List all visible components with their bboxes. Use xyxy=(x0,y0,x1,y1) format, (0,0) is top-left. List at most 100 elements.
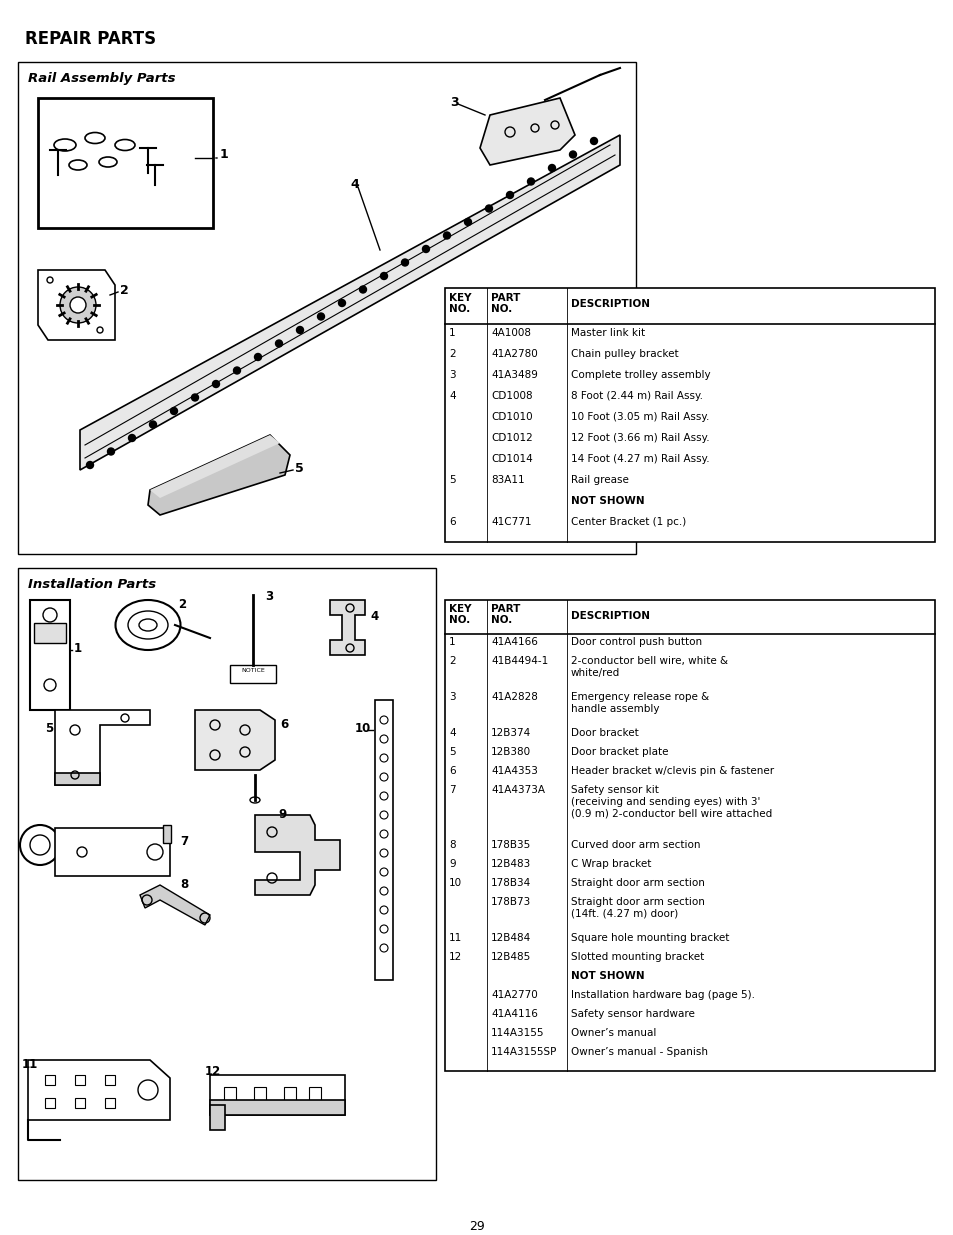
Text: NOT SHOWN: NOT SHOWN xyxy=(571,496,644,506)
Text: DESCRIPTION: DESCRIPTION xyxy=(571,299,649,309)
Text: 7: 7 xyxy=(180,835,188,848)
Text: 12B484: 12B484 xyxy=(491,932,531,944)
Bar xyxy=(45,1074,55,1086)
Text: KEY
NO.: KEY NO. xyxy=(449,293,471,314)
Polygon shape xyxy=(140,885,210,925)
Circle shape xyxy=(254,353,261,361)
Text: 83A11: 83A11 xyxy=(491,475,524,485)
Text: Rail Assembly Parts: Rail Assembly Parts xyxy=(28,72,175,85)
Text: Safety sensor kit
(receiving and sending eyes) with 3'
(0.9 m) 2-conductor bell : Safety sensor kit (receiving and sending… xyxy=(571,785,771,819)
Circle shape xyxy=(464,219,471,226)
Circle shape xyxy=(275,340,282,347)
Text: 41A2780: 41A2780 xyxy=(491,350,537,359)
Circle shape xyxy=(108,448,114,454)
Circle shape xyxy=(590,137,597,144)
Circle shape xyxy=(150,421,156,429)
Polygon shape xyxy=(194,710,274,769)
Text: 5: 5 xyxy=(449,475,456,485)
Text: 41A4166: 41A4166 xyxy=(491,637,537,647)
Bar xyxy=(105,1074,115,1086)
Polygon shape xyxy=(330,600,365,655)
Bar xyxy=(253,1087,266,1103)
Text: 1: 1 xyxy=(74,641,82,655)
Text: Emergency release rope &
handle assembly: Emergency release rope & handle assembly xyxy=(571,692,708,714)
Text: PART
NO.: PART NO. xyxy=(491,293,519,314)
Text: 14 Foot (4.27 m) Rail Assy.: 14 Foot (4.27 m) Rail Assy. xyxy=(571,454,709,464)
Bar xyxy=(105,1098,115,1108)
Text: 11: 11 xyxy=(449,932,462,944)
Text: 12: 12 xyxy=(205,1065,221,1078)
Text: 3: 3 xyxy=(449,370,456,380)
Bar xyxy=(45,1098,55,1108)
Text: 41A4353: 41A4353 xyxy=(491,766,537,776)
Text: 3: 3 xyxy=(450,95,458,109)
Text: REPAIR PARTS: REPAIR PARTS xyxy=(25,30,156,48)
Bar xyxy=(55,827,170,876)
Bar xyxy=(210,1105,225,1130)
Circle shape xyxy=(192,394,198,401)
Polygon shape xyxy=(28,1060,170,1120)
Text: 41B4494-1: 41B4494-1 xyxy=(491,656,548,666)
Text: Straight door arm section
(14ft. (4.27 m) door): Straight door arm section (14ft. (4.27 m… xyxy=(571,897,704,919)
Text: NOT SHOWN: NOT SHOWN xyxy=(571,971,644,981)
Text: Installation hardware bag (page 5).: Installation hardware bag (page 5). xyxy=(571,990,754,1000)
Text: 41C771: 41C771 xyxy=(491,517,531,527)
Circle shape xyxy=(506,191,513,199)
Text: 178B34: 178B34 xyxy=(491,878,531,888)
Text: 6: 6 xyxy=(449,766,456,776)
Text: 41A2828: 41A2828 xyxy=(491,692,537,701)
Text: 2: 2 xyxy=(178,599,186,611)
Polygon shape xyxy=(148,435,290,515)
Bar xyxy=(18,568,436,1179)
Circle shape xyxy=(171,408,177,415)
Text: Door bracket plate: Door bracket plate xyxy=(571,747,668,757)
Text: 41A4116: 41A4116 xyxy=(491,1009,537,1019)
Polygon shape xyxy=(80,135,619,471)
Text: 12B485: 12B485 xyxy=(491,952,531,962)
Bar xyxy=(55,773,100,785)
Text: Center Bracket (1 pc.): Center Bracket (1 pc.) xyxy=(571,517,685,527)
Text: Owner’s manual - Spanish: Owner’s manual - Spanish xyxy=(571,1047,707,1057)
Text: Square hole mounting bracket: Square hole mounting bracket xyxy=(571,932,729,944)
Bar xyxy=(30,600,70,710)
Bar xyxy=(38,98,213,228)
Circle shape xyxy=(338,300,345,306)
Text: 178B73: 178B73 xyxy=(491,897,531,906)
Text: 12B483: 12B483 xyxy=(491,860,531,869)
Text: NOTICE: NOTICE xyxy=(241,667,265,673)
Text: Header bracket w/clevis pin & fastener: Header bracket w/clevis pin & fastener xyxy=(571,766,773,776)
Text: CD1014: CD1014 xyxy=(491,454,532,464)
Text: Installation Parts: Installation Parts xyxy=(28,578,156,592)
Text: 10: 10 xyxy=(449,878,461,888)
Circle shape xyxy=(70,296,86,312)
Text: 2: 2 xyxy=(449,350,456,359)
Text: 1: 1 xyxy=(449,329,456,338)
Text: 5: 5 xyxy=(45,721,53,735)
Bar xyxy=(375,700,393,981)
Text: 11: 11 xyxy=(22,1058,38,1071)
Circle shape xyxy=(548,164,555,172)
Polygon shape xyxy=(254,815,339,895)
Text: 12B380: 12B380 xyxy=(491,747,531,757)
Text: 2: 2 xyxy=(449,656,456,666)
Text: 6: 6 xyxy=(449,517,456,527)
Bar xyxy=(163,825,171,844)
Text: DESCRIPTION: DESCRIPTION xyxy=(571,611,649,621)
Circle shape xyxy=(87,462,93,468)
Bar xyxy=(309,1087,320,1103)
Circle shape xyxy=(401,259,408,266)
Text: 4: 4 xyxy=(350,179,358,191)
Bar xyxy=(230,664,275,683)
Text: CD1012: CD1012 xyxy=(491,433,532,443)
Text: 7: 7 xyxy=(449,785,456,795)
Text: 4: 4 xyxy=(449,727,456,739)
Text: 12: 12 xyxy=(449,952,462,962)
Circle shape xyxy=(233,367,240,374)
Text: 10: 10 xyxy=(355,721,371,735)
Text: 2: 2 xyxy=(120,284,129,296)
Circle shape xyxy=(485,205,492,212)
Text: 9: 9 xyxy=(449,860,456,869)
Text: 6: 6 xyxy=(280,718,288,731)
Text: 1: 1 xyxy=(449,637,456,647)
Text: KEY
NO.: KEY NO. xyxy=(449,604,471,625)
